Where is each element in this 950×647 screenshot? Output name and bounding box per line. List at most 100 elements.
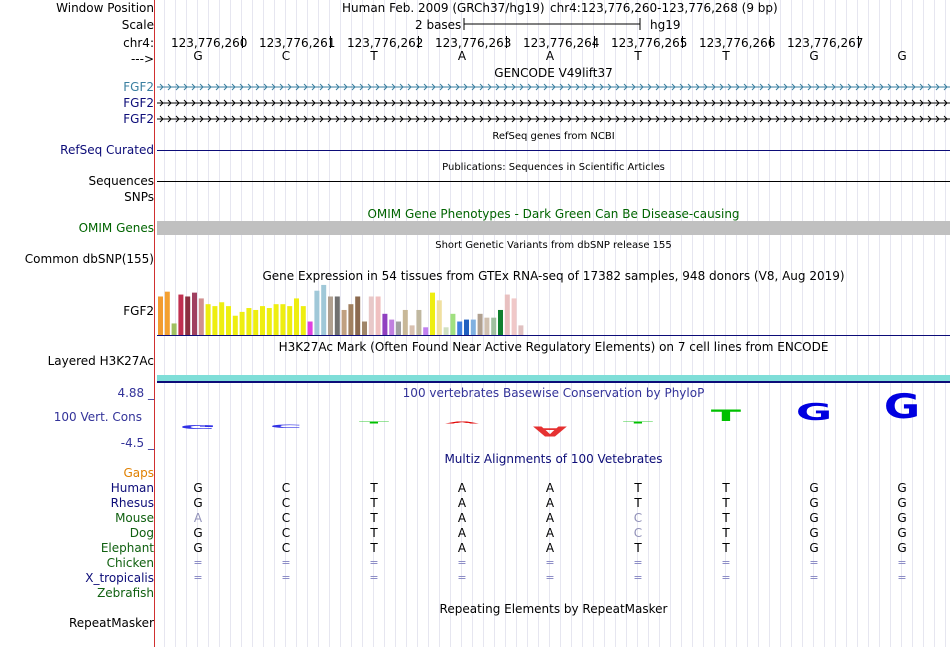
gtex-tissue-bar[interactable] [273, 304, 279, 335]
species-label[interactable]: Zebrafish [97, 586, 154, 600]
gtex-tissue-bar[interactable] [409, 325, 415, 335]
gtex-tissue-bar[interactable] [348, 304, 354, 335]
gtex-tissue-bar[interactable] [436, 300, 442, 335]
phylop-base-glyph[interactable]: G [179, 423, 217, 430]
gtex-tissue-bar[interactable] [423, 327, 429, 335]
phylop-base-glyph[interactable]: G [795, 398, 833, 427]
phylop-base-glyph[interactable]: A [532, 422, 568, 439]
grid-line [879, 0, 880, 647]
gtex-tissue-bar[interactable] [280, 304, 286, 335]
publications-line[interactable] [157, 181, 950, 182]
gtex-tissue-bar[interactable] [192, 292, 197, 335]
gtex-tissue-bar[interactable] [205, 304, 211, 335]
species-label[interactable]: Elephant [100, 541, 154, 555]
strand-label: ---> [130, 52, 154, 66]
gtex-tissue-bar[interactable] [219, 302, 225, 335]
gtex-tissue-bar[interactable] [382, 313, 388, 335]
publications-label[interactable]: Sequences [88, 174, 154, 188]
gtex-tissue-bar[interactable] [484, 317, 490, 335]
gtex-tissue-bar[interactable] [328, 296, 333, 335]
gtex-tissue-bar[interactable] [402, 309, 408, 335]
gtex-tissue-bar[interactable] [375, 296, 381, 335]
gtex-tissue-bar[interactable] [300, 306, 306, 335]
repeatmasker-label[interactable]: RepeatMasker [68, 616, 154, 630]
refseq-gene-line[interactable] [157, 150, 950, 151]
gtex-tissue-bar[interactable] [443, 327, 449, 335]
gtex-tissue-bar[interactable] [498, 309, 503, 335]
gtex-tissue-bar[interactable] [464, 319, 469, 335]
ruler-tick [242, 36, 243, 48]
strand-chevron [695, 83, 700, 91]
phylop-base-glyph[interactable]: C [269, 423, 303, 429]
species-label[interactable]: Dog [129, 526, 154, 540]
strand-chevron [271, 115, 276, 123]
gtex-tissue-bar[interactable] [511, 298, 517, 335]
gtex-tissue-bar[interactable] [450, 313, 456, 335]
gtex-tissue-bar[interactable] [226, 306, 231, 335]
gtex-tissue-bar[interactable] [504, 294, 510, 335]
phylop-base-glyph[interactable]: T [710, 406, 742, 426]
gaps-label[interactable]: Gaps [123, 466, 154, 480]
gtex-tissue-bar[interactable] [518, 325, 524, 335]
gtex-tissue-bar[interactable] [287, 306, 293, 335]
gtex-tissue-bar[interactable] [477, 313, 483, 335]
dbsnp-label[interactable]: Common dbSNP(155) [24, 252, 154, 266]
gtex-tissue-bar[interactable] [430, 292, 435, 335]
species-label[interactable]: X_tropicalis [85, 571, 154, 585]
gtex-tissue-bar[interactable] [212, 306, 218, 335]
refseq-label[interactable]: RefSeq Curated [60, 143, 154, 157]
gtex-tissue-bar[interactable] [368, 296, 374, 335]
gtex-tissue-bar[interactable] [362, 321, 367, 335]
gtex-tissue-bar[interactable] [416, 309, 422, 335]
phylop-label[interactable]: 100 Vert. Cons [53, 410, 142, 424]
gtex-tissue-bar[interactable] [470, 319, 476, 335]
strand-chevron [839, 99, 844, 107]
gtex-tissue-bar[interactable] [246, 308, 252, 335]
species-label[interactable]: Rhesus [110, 496, 154, 510]
gtex-tissue-bar[interactable] [355, 296, 361, 335]
gtex-tissue-bar[interactable] [307, 321, 313, 335]
phylop-base-glyph[interactable]: A [444, 421, 480, 425]
gtex-tissue-bar[interactable] [198, 298, 204, 335]
phylop-base-glyph[interactable]: T [622, 421, 654, 425]
gencode-gene-label[interactable]: FGF2 [123, 112, 154, 126]
h3k27ac-label[interactable]: Layered H3K27Ac [47, 354, 154, 368]
gtex-tissue-bar[interactable] [260, 306, 265, 335]
gtex-tissue-bar[interactable] [491, 317, 497, 335]
phylop-base-glyph[interactable]: T [358, 421, 390, 425]
gtex-tissue-bar[interactable] [171, 323, 177, 335]
gtex-tissue-bar[interactable] [389, 319, 395, 335]
gencode-transcripts[interactable] [157, 80, 950, 126]
omim-label[interactable]: OMIM Genes [78, 221, 154, 235]
strand-chevron [343, 99, 348, 107]
gtex-tissue-bar[interactable] [178, 294, 184, 335]
gtex-tissue-bar[interactable] [334, 296, 340, 335]
h3k27ac-signal[interactable] [157, 375, 950, 381]
strand-chevron [431, 115, 436, 123]
phylop-base-glyph[interactable]: G [883, 387, 921, 427]
strand-chevron [223, 99, 228, 107]
gtex-tissue-bar[interactable] [321, 284, 327, 335]
gtex-tissue-bar[interactable] [457, 321, 463, 335]
gtex-tissue-bar[interactable] [232, 315, 238, 335]
gtex-tissue-bar[interactable] [266, 308, 272, 335]
gtex-tissue-bar[interactable] [239, 311, 245, 335]
gtex-expression-chart[interactable] [157, 282, 557, 336]
omim-gene-bar[interactable] [157, 221, 950, 235]
gtex-tissue-bar[interactable] [253, 309, 259, 335]
gencode-gene-label[interactable]: FGF2 [123, 96, 154, 110]
gtex-tissue-bar[interactable] [341, 309, 347, 335]
strand-chevron [855, 99, 860, 107]
gtex-label[interactable]: FGF2 [123, 304, 154, 318]
gtex-tissue-bar[interactable] [396, 321, 401, 335]
gtex-tissue-bar[interactable] [164, 291, 170, 335]
gencode-gene-label[interactable]: FGF2 [123, 80, 154, 94]
gtex-tissue-bar[interactable] [185, 296, 191, 335]
window-position-value[interactable]: chr4:123,776,260-123,776,268 (9 bp) [550, 1, 778, 15]
species-label[interactable]: Chicken [106, 556, 154, 570]
species-label[interactable]: Mouse [115, 511, 154, 525]
gtex-tissue-bar[interactable] [158, 296, 163, 335]
species-label[interactable]: Human [110, 481, 154, 495]
gtex-tissue-bar[interactable] [314, 290, 320, 335]
gtex-tissue-bar[interactable] [294, 298, 299, 335]
